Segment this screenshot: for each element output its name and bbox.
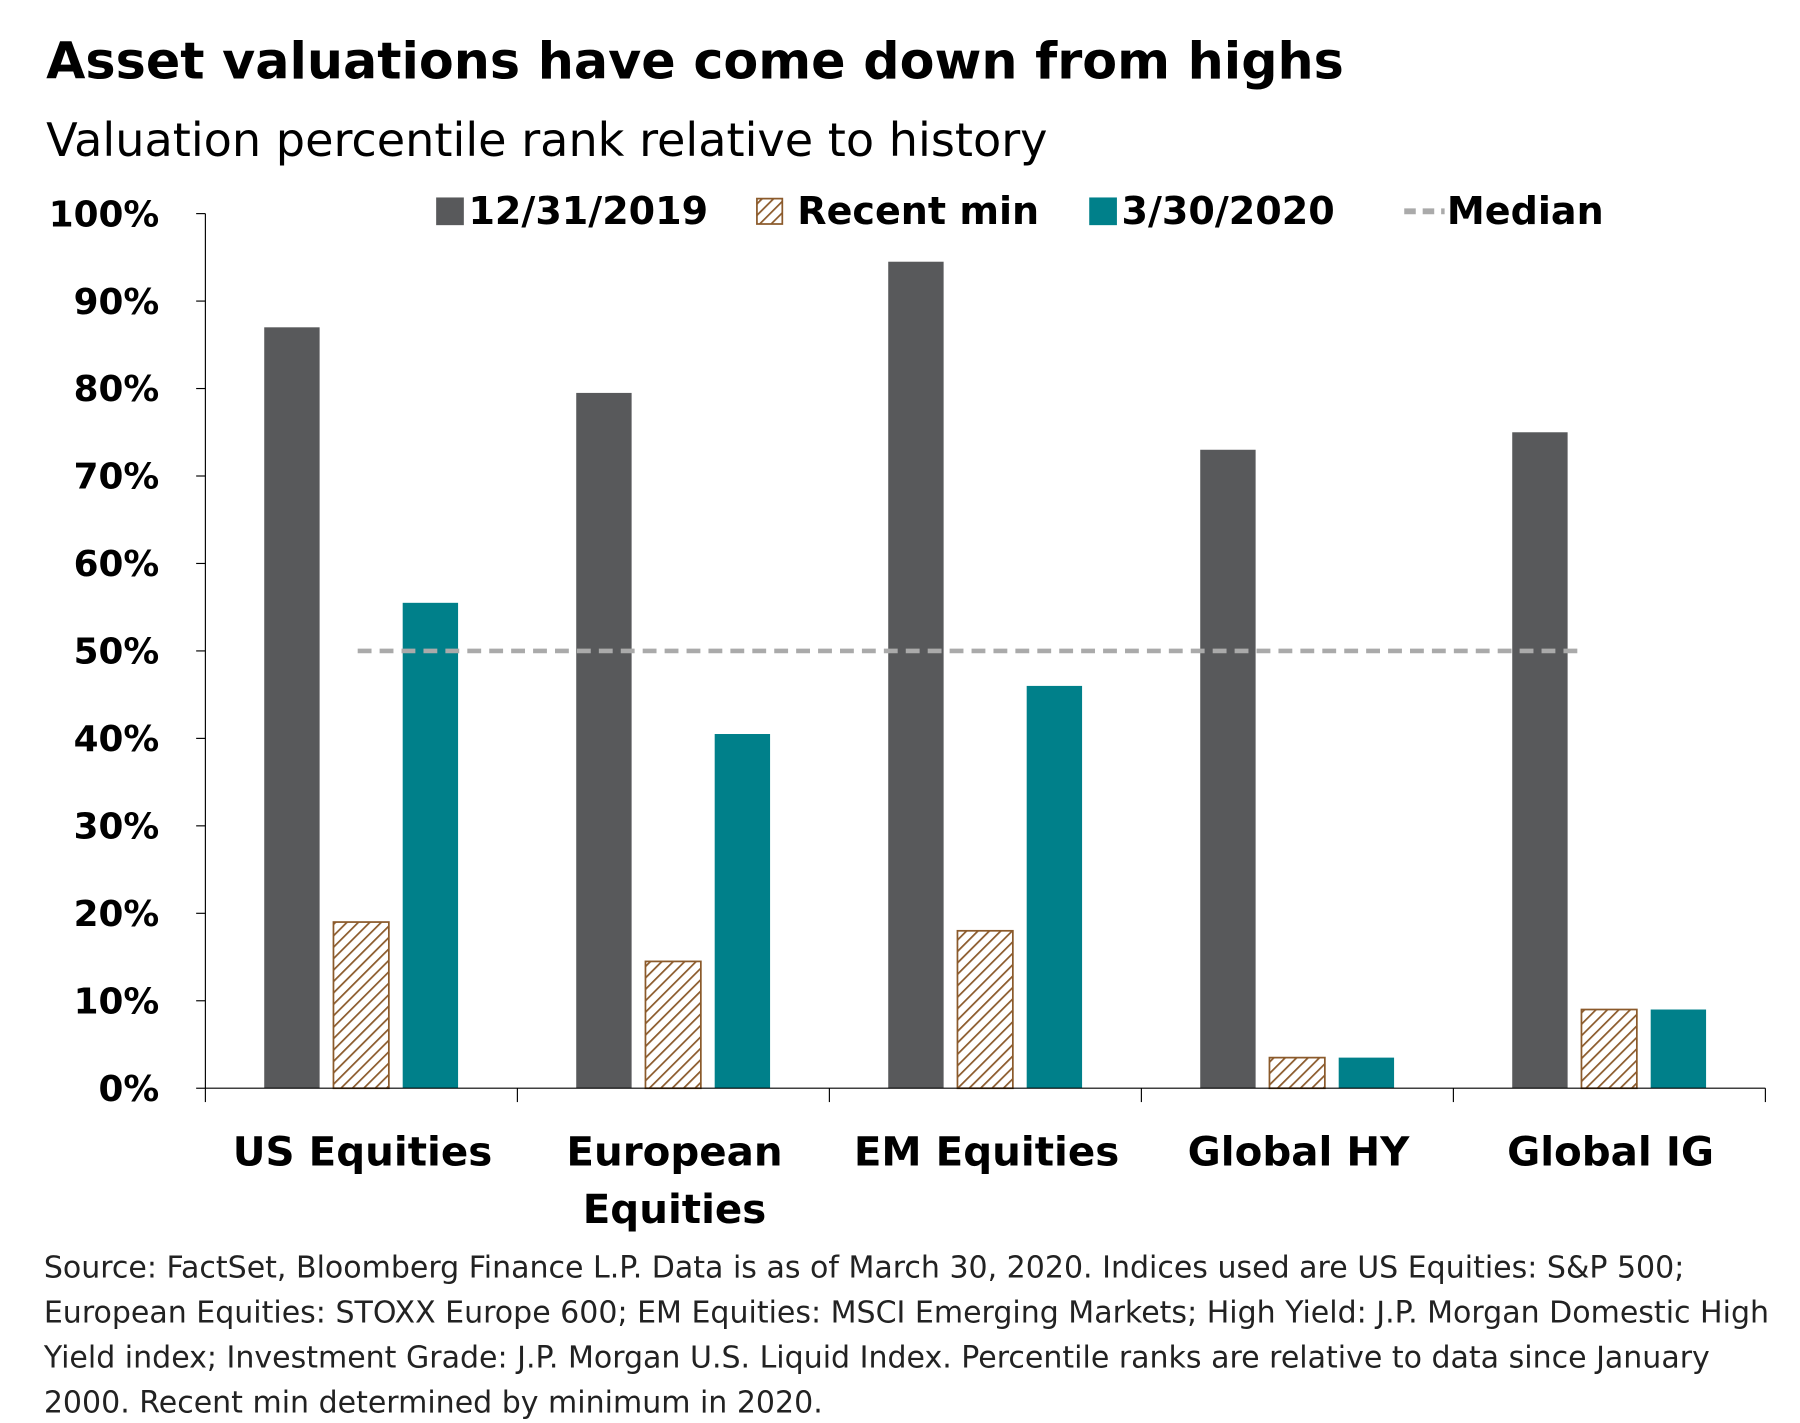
source-line: European Equities: STOXX Europe 600; EM … [44, 1295, 1769, 1330]
bar-12-31-2019 [888, 261, 944, 1089]
y-tick-label: 0% [99, 1069, 160, 1110]
y-axis: 0% 10% 20% 30% 40% 50% 60% 70% 80% 90% 100% [49, 194, 206, 1110]
y-tick-label: 80% [74, 369, 160, 410]
x-axis: US Equities European Equities EM Equities Gl… [204, 1087, 1766, 1233]
bar-recent-min [1580, 1008, 1638, 1090]
source-note: Source: FactSet, Bloomberg Finance L.P. … [43, 1250, 1769, 1420]
y-tick-label: 100% [49, 194, 159, 235]
bar-recent-min [644, 960, 702, 1090]
legend-swatch-12-31-2019 [436, 197, 464, 226]
x-category-label: Equities [583, 1186, 767, 1233]
bar-recent-min [1268, 1056, 1326, 1090]
legend-label-median: Median [1447, 189, 1604, 233]
bar-3-30-2020 [714, 734, 771, 1089]
source-line: Source: FactSet, Bloomberg Finance L.P. … [44, 1250, 1685, 1285]
bar-3-30-2020 [402, 602, 459, 1089]
source-line: Yield index; Investment Grade: J.P. Morg… [43, 1340, 1710, 1375]
bar-recent-min [956, 929, 1014, 1090]
bars [264, 261, 1707, 1090]
legend-label-recent-min: Recent min [797, 189, 1039, 233]
y-tick-label: 40% [74, 719, 160, 760]
y-tick-label: 60% [74, 544, 160, 585]
x-category-label: Global IG [1507, 1129, 1714, 1176]
y-tick-label: 30% [74, 807, 160, 848]
x-category-label: US Equities [233, 1129, 493, 1176]
y-tick-label: 50% [74, 632, 160, 673]
bar-3-30-2020 [1338, 1057, 1395, 1089]
x-category-label: European [566, 1129, 782, 1176]
y-tick-label: 20% [74, 894, 160, 935]
chart-title: Asset valuations have come down from hig… [46, 32, 1344, 91]
bar-12-31-2019 [264, 327, 320, 1089]
legend-swatch-3-30-2020 [1089, 197, 1117, 226]
x-category-label: Global HY [1188, 1129, 1411, 1176]
x-category-label: EM Equities [854, 1129, 1119, 1176]
chart-subtitle: Valuation percentile rank relative to hi… [46, 113, 1047, 167]
y-tick-label: 70% [74, 457, 160, 498]
bar-12-31-2019 [1512, 432, 1568, 1089]
y-tick-label: 90% [74, 282, 160, 323]
bar-recent-min [332, 921, 390, 1090]
bar-12-31-2019 [576, 392, 632, 1089]
source-line: 2000. Recent min determined by minimum i… [44, 1385, 823, 1420]
legend-label-3-30-2020: 3/30/2020 [1122, 189, 1335, 233]
legend-swatch-recent-min [756, 197, 784, 225]
y-tick-label: 10% [74, 981, 160, 1022]
legend-label-12-31-2019: 12/31/2019 [468, 189, 708, 233]
legend: 12/31/2019 Recent min 3/30/2020 Median [436, 189, 1604, 233]
bar-12-31-2019 [1200, 449, 1256, 1089]
bar-3-30-2020 [1650, 1009, 1707, 1089]
bar-3-30-2020 [1026, 685, 1083, 1089]
